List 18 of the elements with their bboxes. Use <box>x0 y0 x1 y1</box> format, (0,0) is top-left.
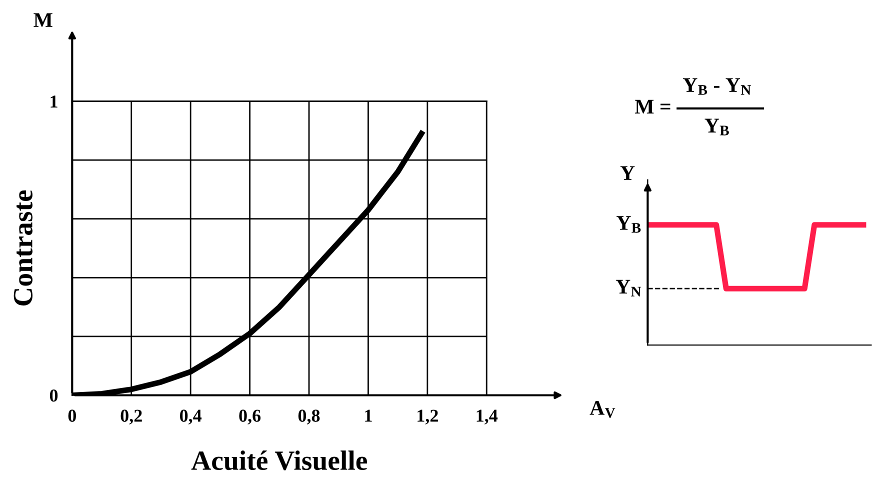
text: M <box>34 13 52 27</box>
x-tick-label: 1 <box>365 410 372 422</box>
chart-subtitle: Y$_{B}$ - Y$_{N}$ <box>682 78 751 95</box>
text: Y$_{B}$ <box>616 216 641 233</box>
x-tick-label: 0,2 <box>120 410 142 424</box>
x-axis-title: Acuité Visuelle <box>191 450 368 470</box>
x-tick-label: 1,4 <box>476 410 498 424</box>
text: Y$_{B}$ <box>704 118 729 136</box>
x-tick-label: 0,8 <box>298 410 320 424</box>
chart-title: M = <box>634 100 670 114</box>
x-tick-label: 0,6 <box>239 410 261 424</box>
text: A$_{V}$ <box>590 400 616 418</box>
text: Y <box>620 166 635 180</box>
y-axis-title: Contraste <box>14 190 32 306</box>
text: Y$_{N}$ <box>616 280 642 296</box>
x-tick-label: 1,2 <box>418 410 438 424</box>
x-tick-label: 0 <box>68 410 76 422</box>
x-tick-label: 0,4 <box>180 410 202 424</box>
